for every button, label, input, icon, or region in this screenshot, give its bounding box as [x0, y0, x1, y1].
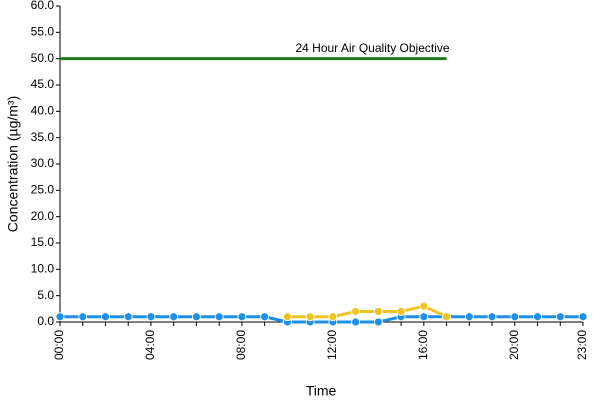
- series-marker: [396, 307, 406, 316]
- y-tick-label: 5.0: [37, 288, 54, 302]
- y-tick-label: 45.0: [31, 77, 55, 91]
- series-marker: [373, 317, 383, 327]
- series-marker: [351, 317, 361, 327]
- series-marker: [510, 312, 520, 322]
- y-tick-label: 0.0: [37, 314, 54, 328]
- series-marker: [282, 312, 292, 322]
- x-tick-label: 16:00: [416, 330, 430, 360]
- series-marker: [78, 312, 88, 322]
- y-tick-label: 25.0: [31, 183, 55, 197]
- series-marker: [578, 312, 588, 322]
- y-tick-label: 30.0: [31, 156, 55, 170]
- series-marker: [305, 312, 315, 322]
- series-marker: [533, 312, 542, 322]
- y-tick-label: 35.0: [31, 130, 55, 144]
- series-marker: [442, 312, 451, 322]
- series-marker: [351, 307, 361, 316]
- series-marker: [214, 312, 224, 322]
- series-marker: [123, 312, 133, 322]
- x-tick-label: 08:00: [234, 330, 248, 360]
- series-marker: [373, 307, 383, 316]
- x-tick-label: 04:00: [143, 330, 157, 360]
- series-annotation: 24 Hour Air Quality Objective: [295, 41, 449, 55]
- series-marker: [101, 312, 110, 322]
- series-marker: [419, 301, 429, 311]
- x-axis-label: Time: [306, 383, 337, 399]
- series-marker: [464, 312, 474, 322]
- series-marker: [260, 312, 270, 322]
- x-tick-label: 12:00: [325, 330, 339, 360]
- y-tick-label: 10.0: [31, 262, 55, 276]
- y-tick-label: 40.0: [31, 104, 55, 118]
- y-tick-label: 60.0: [31, 0, 55, 12]
- y-tick-label: 55.0: [31, 25, 55, 39]
- series-marker: [55, 312, 65, 322]
- series-marker: [328, 312, 338, 322]
- series-marker: [555, 312, 565, 322]
- x-tick-label: 20:00: [507, 330, 521, 360]
- y-tick-label: 15.0: [31, 235, 55, 249]
- series-marker: [237, 312, 247, 322]
- series-marker: [487, 312, 497, 322]
- y-tick-label: 20.0: [31, 209, 55, 223]
- x-tick-label: 23:00: [575, 330, 589, 360]
- y-tick-label: 50.0: [31, 51, 55, 65]
- x-tick-label: 00:00: [52, 330, 66, 360]
- y-axis-label: Concentration (µg/m³): [5, 96, 21, 232]
- series-marker: [419, 312, 429, 322]
- series-marker: [192, 312, 201, 322]
- series-marker: [169, 312, 179, 322]
- series-marker: [146, 312, 156, 322]
